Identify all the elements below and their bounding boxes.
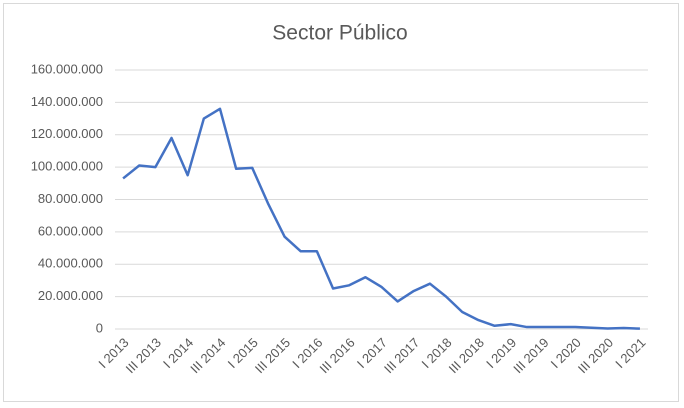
y-tick-label: 100.000.000: [31, 159, 103, 174]
y-tick-label: 80.000.000: [38, 191, 103, 206]
y-tick-label: 20.000.000: [38, 288, 103, 303]
y-tick-label: 160.000.000: [31, 61, 103, 76]
data-line: [122, 107, 640, 330]
y-tick-label: 0: [96, 320, 103, 335]
y-tick-label: 60.000.000: [38, 223, 103, 238]
y-tick-label: 40.000.000: [38, 256, 103, 271]
chart-title: Sector Público: [272, 22, 407, 45]
y-tick-label: 120.000.000: [31, 126, 103, 141]
y-tick-label: 140.000.000: [31, 94, 103, 109]
